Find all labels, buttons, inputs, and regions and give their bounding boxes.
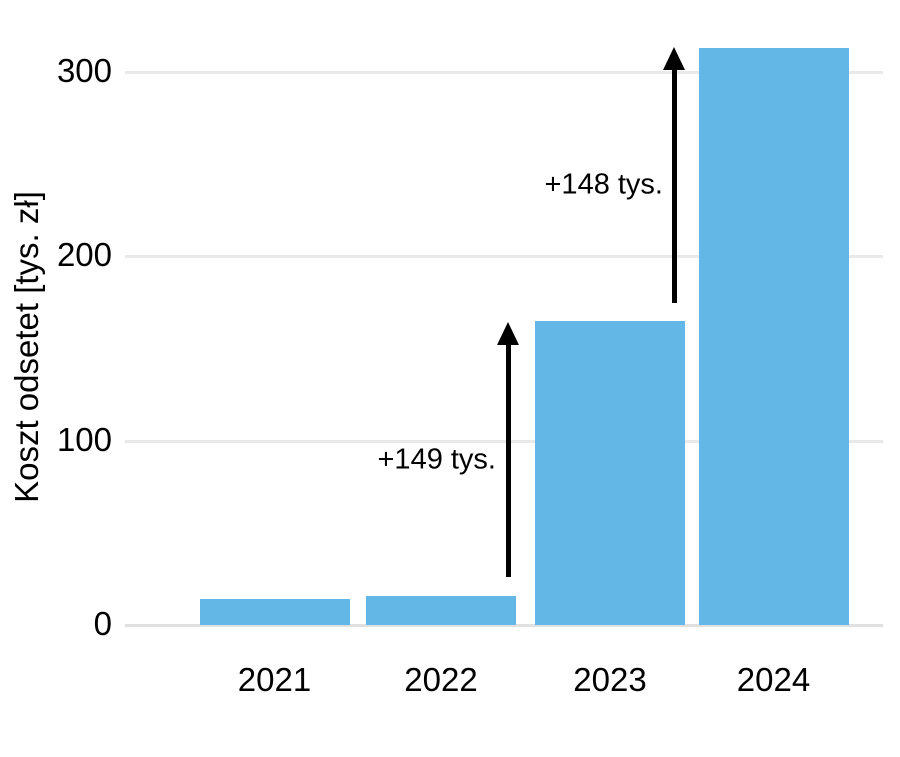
annotation-arrow-head (663, 47, 685, 70)
bar-2023 (535, 320, 685, 625)
y-tick-label: 100 (56, 420, 112, 458)
y-tick-label: 0 (93, 605, 112, 643)
gridline (125, 71, 883, 74)
annotation-arrow-head (497, 322, 519, 345)
bar-2024 (698, 48, 849, 625)
y-axis-title: Koszt odsetet [tys. zł] (8, 191, 45, 503)
annotation-arrow-line (505, 338, 511, 577)
gridline (125, 439, 883, 443)
annotation-arrow-line (671, 63, 677, 303)
annotation-label: +148 tys. (544, 168, 664, 201)
x-tick-label-2022: 2022 (404, 661, 478, 698)
y-tick-label: 300 (56, 52, 112, 90)
gridline (125, 255, 883, 259)
x-tick-label-2021: 2021 (237, 661, 312, 698)
annotation-label: +149 tys. (377, 443, 497, 476)
x-tick-label-2024: 2024 (736, 661, 811, 698)
bar-2021 (199, 599, 350, 625)
zero-gridline (125, 624, 883, 627)
y-tick-label: 200 (56, 236, 112, 274)
x-tick-label-2023: 2023 (573, 661, 647, 698)
bar-2022 (366, 595, 516, 625)
